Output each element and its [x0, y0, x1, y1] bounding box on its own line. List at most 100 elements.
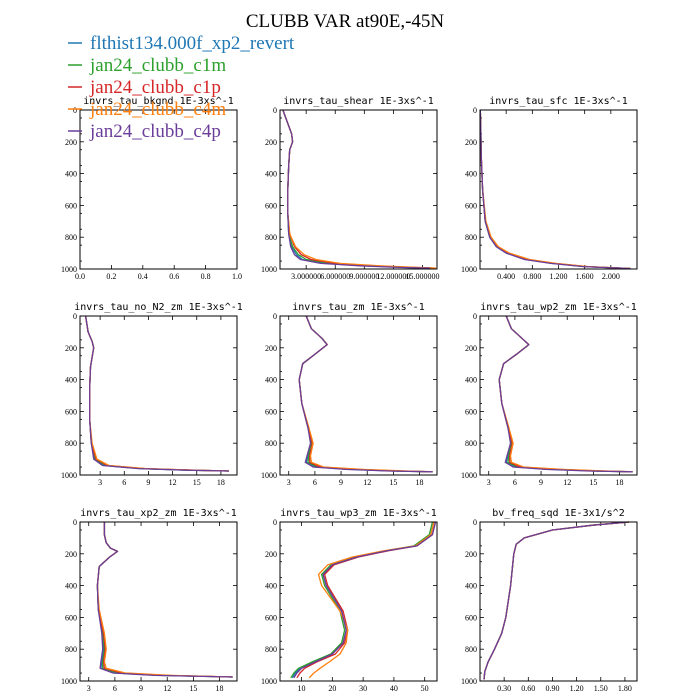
- legend-label: flthist134.000f_xp2_revert: [90, 33, 295, 54]
- y-tick-label: 800: [265, 233, 277, 242]
- legend-label: jan24_clubb_c1p: [89, 77, 221, 98]
- y-tick-label: 600: [65, 201, 77, 210]
- y-tick-label: 800: [65, 645, 77, 654]
- y-tick-label: 200: [265, 344, 277, 353]
- y-tick-label: 600: [465, 201, 477, 210]
- y-tick-label: 600: [265, 201, 277, 210]
- y-tick-label: 800: [465, 233, 477, 242]
- y-tick-label: 400: [65, 376, 77, 385]
- x-tick-label: 15: [389, 478, 397, 487]
- y-tick-label: 800: [265, 645, 277, 654]
- plot-frame: [79, 315, 238, 476]
- y-tick-label: 400: [465, 582, 477, 591]
- series-line-3: [96, 522, 233, 678]
- series-line-5: [498, 315, 633, 473]
- y-tick-label: 800: [65, 439, 77, 448]
- y-tick-label: 1000: [461, 471, 477, 480]
- y-tick-label: 200: [465, 138, 477, 147]
- series-line-5: [282, 109, 431, 269]
- y-tick-label: 200: [465, 344, 477, 353]
- panel-4: invrs_tau_no_N2_zm 1E-3xs^-10 200 400 600 80…: [61, 302, 243, 487]
- x-tick-label: 1.0: [232, 272, 242, 281]
- y-tick-label: 0: [273, 106, 277, 115]
- x-tick-label: 0.4: [138, 272, 148, 281]
- y-tick-label: 800: [465, 439, 477, 448]
- y-tick-label: 0: [73, 518, 77, 527]
- panel-title: bv_freq_sqd 1E-3x1/s^2: [492, 508, 624, 519]
- series-line-1: [483, 521, 629, 680]
- series-line-4: [298, 315, 433, 473]
- x-tick-label: 2.000: [602, 272, 620, 281]
- x-tick-label: 1.80: [618, 684, 632, 693]
- legend-label: jan24_clubb_c1m: [89, 55, 226, 76]
- x-tick-label: 0.60: [521, 684, 535, 693]
- x-tick-label: 0.400: [497, 272, 515, 281]
- series-line-1: [282, 109, 433, 269]
- plot-frame: [279, 315, 438, 476]
- x-tick-label: 6: [113, 684, 117, 693]
- series-line-1: [298, 315, 433, 473]
- legend-label: jan24_clubb_c4p: [89, 121, 221, 142]
- figure-title: CLUBB VAR at90E,-45N: [246, 11, 445, 32]
- y-tick-label: 0: [473, 106, 477, 115]
- legend-label: jan24_clubb_c4m: [89, 99, 226, 120]
- series-line-5: [298, 315, 433, 473]
- panel-title: invrs_tau_sfc 1E-3xs^-1: [489, 96, 627, 107]
- series-line-5: [479, 109, 631, 270]
- x-tick-label: 18: [616, 478, 624, 487]
- x-tick-label: 1.200: [550, 272, 568, 281]
- series-line-2: [282, 109, 435, 269]
- series-line-2: [483, 521, 629, 680]
- x-tick-label: 3: [287, 478, 291, 487]
- panel-7: invrs_tau_xp2_zm 1E-3xs^-10 200 400 600 800 1…: [61, 508, 238, 693]
- series-line-1: [498, 315, 633, 473]
- x-tick-label: 3: [98, 478, 102, 487]
- series-line-3: [84, 315, 229, 472]
- x-tick-label: 18: [216, 684, 224, 693]
- x-tick-label: 9: [339, 478, 343, 487]
- y-tick-label: 1000: [61, 677, 77, 686]
- y-tick-label: 400: [265, 376, 277, 385]
- series-line-2: [479, 109, 631, 270]
- y-tick-label: 600: [65, 613, 77, 622]
- legend-item: flthist134.000f_xp2_revert: [68, 33, 295, 54]
- x-tick-label: 3.000000: [291, 272, 321, 281]
- series-line-3: [479, 109, 631, 270]
- y-tick-label: 0: [73, 106, 77, 115]
- x-tick-label: 6: [122, 478, 126, 487]
- panel-title: invrs_tau_xp2_zm 1E-3xs^-1: [80, 508, 237, 519]
- y-tick-label: 400: [65, 170, 77, 179]
- x-tick-label: 6: [513, 478, 517, 487]
- y-tick-label: 400: [465, 376, 477, 385]
- panel-1: invrs_tau_bkgnd 1E-3xs^-1 0 200 400 600 800 10…: [61, 96, 242, 281]
- series-line-3: [282, 109, 437, 269]
- panel-8: invrs_tau_wp3_zm 1E-3xs^-10 200 400 600 800 1…: [261, 508, 438, 693]
- y-tick-label: 1000: [61, 265, 77, 274]
- series-line-4: [479, 109, 631, 270]
- x-tick-label: 12: [163, 684, 171, 693]
- series-line-2: [498, 315, 633, 473]
- y-tick-label: 1000: [461, 677, 477, 686]
- x-tick-label: 18: [217, 478, 225, 487]
- y-tick-label: 600: [465, 407, 477, 416]
- x-tick-label: 0.800: [523, 272, 541, 281]
- y-tick-label: 400: [65, 582, 77, 591]
- panel-5: invrs_tau_zm 1E-3xs^-1 0 200 400 600 800 1000 3…: [261, 302, 438, 487]
- plot-frame: [279, 521, 438, 682]
- series-line-1: [291, 521, 435, 679]
- x-tick-label: 9: [539, 478, 543, 487]
- series-line-2: [290, 521, 434, 679]
- x-tick-label: 0.8: [201, 272, 211, 281]
- series-line-4: [96, 522, 233, 678]
- series-line-3: [483, 521, 629, 680]
- y-tick-label: 1000: [261, 677, 277, 686]
- legend-item: jan24_clubb_c4m: [68, 99, 226, 120]
- x-tick-label: 30: [359, 684, 367, 693]
- x-tick-label: 3: [87, 684, 91, 693]
- series-line-5: [96, 522, 233, 678]
- y-tick-label: 0: [473, 312, 477, 321]
- x-tick-label: 15: [193, 478, 201, 487]
- y-tick-label: 600: [65, 407, 77, 416]
